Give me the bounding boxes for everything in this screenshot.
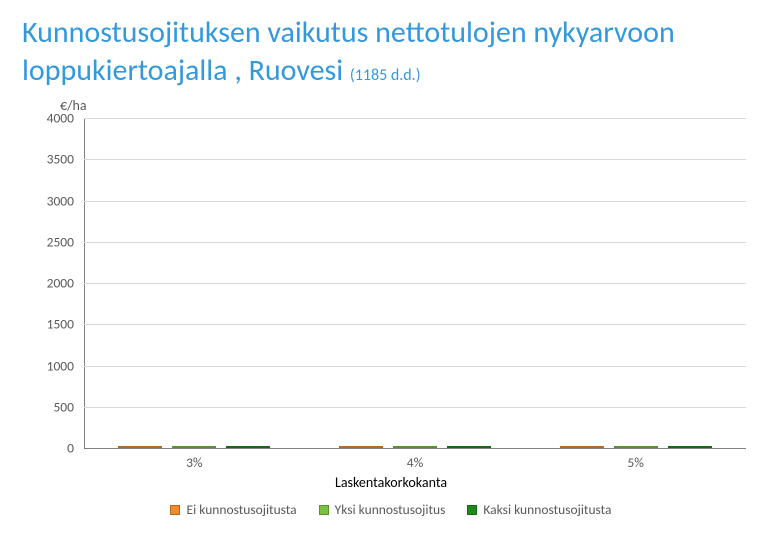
legend-item: Yksi kunnostusojitus	[319, 501, 446, 518]
chart-title-main: Kunnostusojituksen vaikutus nettotulojen…	[22, 14, 675, 89]
y-tick: 4000	[47, 110, 74, 127]
chart-title: Kunnostusojituksen vaikutus nettotulojen…	[22, 14, 760, 89]
y-axis-label: €/ha	[60, 97, 760, 114]
legend-label: Kaksi kunnostusojitusta	[483, 501, 611, 518]
x-tick: 5%	[525, 454, 746, 471]
legend-label: Yksi kunnostusojitus	[335, 501, 446, 518]
legend-swatch	[467, 505, 477, 515]
x-axis-label: Laskentakorkokanta	[22, 474, 760, 491]
gridline	[84, 242, 746, 243]
y-axis: 05001000150020002500300035004000	[22, 118, 78, 448]
y-tick: 1500	[47, 316, 74, 333]
gridline	[84, 324, 746, 325]
y-tick: 0	[67, 440, 74, 457]
gridline	[84, 118, 746, 119]
legend-item: Ei kunnostusojitusta	[170, 501, 296, 518]
gridline	[84, 366, 746, 367]
legend-swatch	[319, 505, 329, 515]
y-tick: 1000	[47, 357, 74, 374]
gridline	[84, 159, 746, 160]
gridline	[84, 283, 746, 284]
legend-item: Kaksi kunnostusojitusta	[467, 501, 611, 518]
plot-area: 05001000150020002500300035004000 3%4%5%	[22, 118, 760, 448]
y-tick: 500	[53, 398, 74, 415]
y-tick: 2000	[47, 275, 74, 292]
gridline	[84, 201, 746, 202]
y-tick: 3500	[47, 151, 74, 168]
y-tick: 2500	[47, 233, 74, 250]
y-tick: 3000	[47, 192, 74, 209]
gridline	[84, 407, 746, 408]
x-axis-line	[84, 448, 746, 449]
chart-title-sub: (1185 d.d.)	[350, 66, 421, 85]
legend-swatch	[170, 505, 180, 515]
legend-label: Ei kunnostusojitusta	[186, 501, 296, 518]
x-tick: 3%	[84, 454, 305, 471]
x-tick: 4%	[305, 454, 526, 471]
chart-area: 3%4%5%	[84, 118, 746, 448]
legend: Ei kunnostusojitusta Yksi kunnostusojitus…	[22, 501, 760, 519]
